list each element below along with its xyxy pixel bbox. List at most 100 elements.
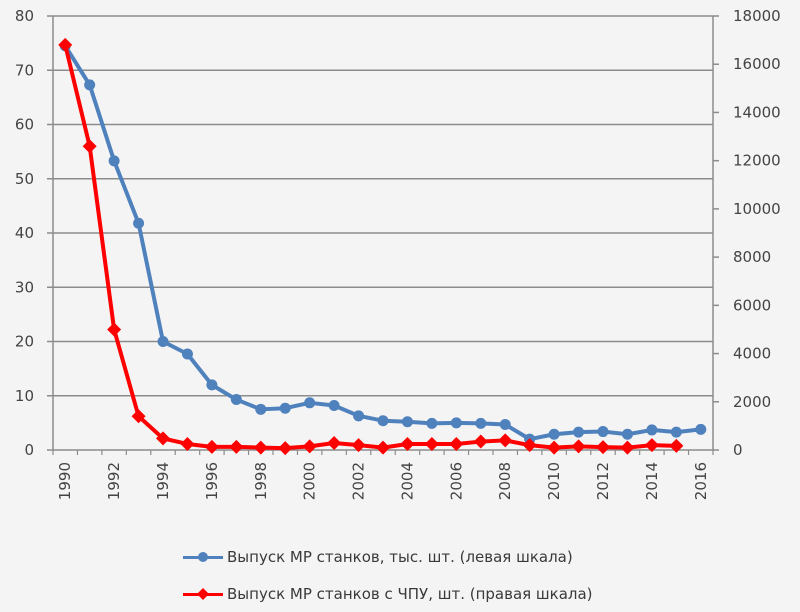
data-point (58, 37, 73, 52)
data-point (449, 436, 464, 451)
x-tick-label: 2002 (350, 462, 368, 500)
data-point (204, 439, 219, 454)
x-tick-label: 1998 (252, 462, 270, 500)
x-tick-label: 2014 (643, 462, 661, 500)
data-point (475, 417, 487, 429)
data-point (424, 436, 439, 451)
data-point (426, 417, 438, 429)
left-tick-label: 80 (15, 7, 34, 25)
data-point (573, 426, 585, 438)
data-point (401, 416, 413, 428)
series-line (63, 44, 701, 442)
series-1 (59, 40, 707, 445)
x-tick-label: 2016 (692, 462, 710, 500)
legend-swatch-red (183, 587, 223, 601)
data-point (377, 415, 389, 427)
legend-label: Выпуск МР станков с ЧПУ, шт. (правая шка… (227, 584, 593, 603)
right-tick-label: 18000 (733, 7, 781, 25)
data-point (597, 426, 609, 438)
gridlines (53, 15, 713, 397)
data-point (328, 400, 340, 412)
data-point (473, 434, 488, 449)
data-point (596, 440, 610, 455)
data-point (302, 439, 317, 454)
x-tick-label: 2010 (545, 462, 563, 500)
legend-label: Выпуск МР станков, тыс. шт. (левая шкала… (227, 547, 573, 566)
right-axis-tick-labels: 0 2000 4000 6000 8000 10000 12000 14000 16000 180… (733, 7, 781, 459)
left-tick-label: 70 (15, 61, 34, 79)
data-point (133, 217, 145, 229)
diamond-marker-icon (196, 587, 210, 600)
data-point (644, 438, 659, 453)
right-tick-label: 4000 (733, 345, 771, 363)
series-line (63, 44, 677, 451)
left-tick-label: 20 (15, 333, 34, 351)
data-point (279, 402, 291, 414)
x-tick-label: 1992 (105, 462, 123, 500)
data-point (620, 440, 635, 455)
data-point (621, 428, 633, 440)
legend-item-series-1: Выпуск МР станков, тыс. шт. (левая шкала… (183, 538, 593, 575)
data-point (499, 419, 511, 431)
left-tick-label: 60 (15, 116, 34, 134)
data-point (547, 440, 562, 455)
x-tick-label: 2008 (496, 462, 514, 500)
left-tick-label: 50 (15, 170, 34, 188)
data-point (571, 439, 586, 454)
data-point (498, 433, 513, 448)
right-tick-label: 8000 (733, 248, 771, 266)
right-tick-label: 2000 (733, 393, 771, 411)
right-tick-label: 14000 (733, 103, 781, 121)
data-point (450, 417, 462, 429)
data-point (278, 441, 293, 456)
left-axis-tick-labels: 0 10 20 30 40 50 60 70 80 (15, 7, 34, 459)
right-tick-label: 0 (733, 441, 743, 459)
data-point (255, 403, 267, 415)
data-point (353, 410, 365, 422)
legend-item-series-2: Выпуск МР станков с ЧПУ, шт. (правая шка… (183, 575, 593, 612)
data-point (327, 436, 342, 451)
x-tick-label: 2004 (398, 462, 416, 500)
left-tick-label: 10 (15, 387, 34, 405)
x-axis-tick-labels: 1990 1992 1994 1996 1998 2000 2002 2004 2006 2008… (56, 462, 710, 500)
data-point (156, 431, 170, 446)
data-point (84, 79, 96, 91)
data-point (646, 424, 658, 436)
data-point (229, 439, 244, 454)
right-tick-label: 6000 (733, 296, 771, 314)
data-point (376, 440, 390, 455)
data-point (253, 440, 268, 455)
data-point (695, 423, 707, 435)
data-point (522, 438, 537, 453)
series-2 (58, 37, 684, 456)
left-tick-label: 0 (24, 441, 34, 459)
right-tick-label: 10000 (733, 200, 781, 218)
left-tick-label: 30 (15, 278, 34, 296)
legend: Выпуск МР станков, тыс. шт. (левая шкала… (183, 538, 593, 612)
right-tick-label: 12000 (733, 152, 781, 170)
data-point (108, 155, 120, 167)
x-tick-label: 2012 (594, 462, 612, 500)
axes (47, 15, 719, 455)
circle-marker-icon (198, 551, 208, 562)
data-point (82, 139, 97, 154)
data-point (181, 348, 193, 360)
data-point (131, 409, 146, 424)
data-point (669, 438, 684, 453)
data-point (230, 394, 242, 406)
x-tick-label: 2000 (301, 462, 319, 500)
left-tick-label: 40 (15, 224, 34, 242)
data-point (400, 436, 415, 451)
data-point (670, 426, 682, 438)
series-layer (58, 37, 707, 456)
data-point (548, 428, 560, 440)
data-point (206, 379, 218, 391)
x-tick-label: 1996 (203, 462, 221, 500)
x-tick-label: 2006 (447, 462, 465, 500)
x-tick-label: 1994 (154, 462, 172, 500)
data-point (107, 322, 122, 337)
data-point (180, 436, 195, 451)
x-tick-label: 1990 (56, 462, 74, 500)
data-point (157, 336, 169, 347)
